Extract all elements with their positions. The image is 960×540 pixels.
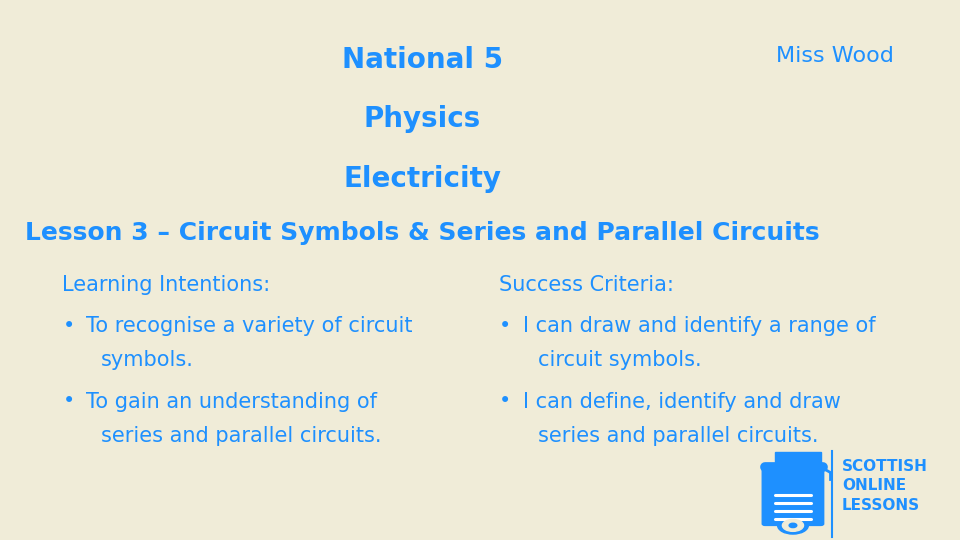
Text: SCOTTISH
ONLINE
LESSONS: SCOTTISH ONLINE LESSONS <box>842 460 927 512</box>
Text: circuit symbols.: circuit symbols. <box>538 350 701 370</box>
Text: Success Criteria:: Success Criteria: <box>499 275 674 295</box>
Text: symbols.: symbols. <box>101 350 194 370</box>
Text: To recognise a variety of circuit: To recognise a variety of circuit <box>86 316 413 336</box>
FancyBboxPatch shape <box>775 452 821 467</box>
Text: •: • <box>499 392 512 411</box>
Text: series and parallel circuits.: series and parallel circuits. <box>538 426 818 446</box>
Text: To gain an understanding of: To gain an understanding of <box>86 392 377 411</box>
Circle shape <box>789 523 797 528</box>
Text: Electricity: Electricity <box>344 165 501 193</box>
Text: Miss Wood: Miss Wood <box>777 46 894 66</box>
Circle shape <box>778 517 808 534</box>
Text: Learning Intentions:: Learning Intentions: <box>62 275 271 295</box>
Text: series and parallel circuits.: series and parallel circuits. <box>101 426 381 446</box>
Circle shape <box>782 519 804 531</box>
FancyBboxPatch shape <box>762 468 824 525</box>
Text: •: • <box>62 392 75 411</box>
Text: •: • <box>62 316 75 336</box>
Text: Lesson 3 – Circuit Symbols & Series and Parallel Circuits: Lesson 3 – Circuit Symbols & Series and … <box>25 221 820 245</box>
Text: I can draw and identify a range of: I can draw and identify a range of <box>523 316 876 336</box>
Text: •: • <box>499 316 512 336</box>
Text: I can define, identify and draw: I can define, identify and draw <box>523 392 841 411</box>
Text: National 5: National 5 <box>342 46 503 74</box>
Text: Physics: Physics <box>364 105 481 133</box>
